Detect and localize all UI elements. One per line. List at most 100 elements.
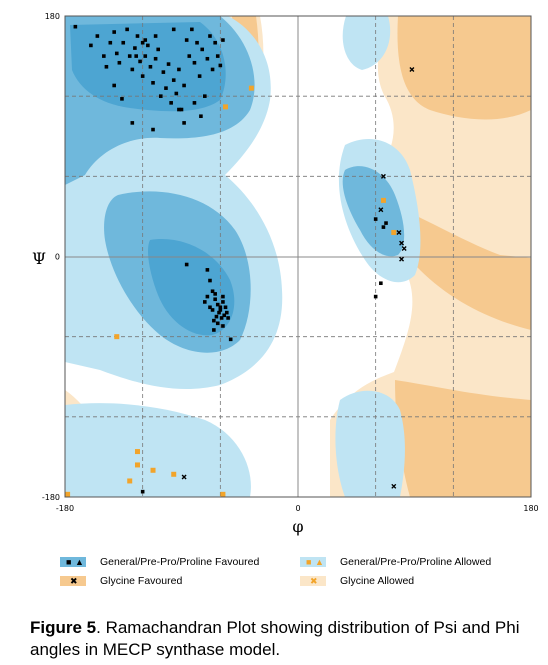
data-points: [65, 24, 415, 497]
data-point-square: [213, 40, 217, 45]
data-point-square: [215, 302, 220, 307]
data-point-square: [114, 334, 120, 340]
data-point-square: [140, 74, 145, 78]
x-tick-label: 0: [295, 504, 300, 513]
data-point-square: [169, 101, 173, 105]
y-axis-label: Ψ: [32, 249, 46, 268]
data-point-square: [223, 305, 228, 310]
legend-item-glycine-allowed: ✖ Glycine Allowed: [300, 575, 414, 587]
data-point-square: [151, 81, 155, 85]
legend-item-general-allowed: ■ ▲ General/Pre-Pro/Proline Allowed: [300, 556, 491, 568]
legend-label: Glycine Allowed: [340, 575, 415, 587]
data-point-square: [221, 300, 225, 304]
data-point-cross: [401, 245, 407, 251]
data-point-square: [89, 43, 93, 48]
data-point-square: [192, 60, 197, 65]
data-point-cross: [391, 483, 397, 489]
data-point-square: [127, 478, 133, 484]
data-point-square: [379, 281, 383, 286]
swatch-glycine-favoured: ✖: [60, 576, 86, 586]
data-point-cross: [380, 173, 386, 179]
data-point-square: [184, 262, 189, 267]
data-point-square: [135, 34, 140, 38]
data-point-square: [218, 63, 223, 68]
data-point-square: [213, 292, 217, 296]
data-point-square: [143, 38, 148, 42]
data-point-square: [161, 70, 166, 74]
data-point-square: [130, 67, 135, 72]
data-point-square: [205, 56, 210, 61]
data-point-square: [121, 40, 126, 45]
data-point-square: [217, 310, 221, 315]
data-point-square: [221, 38, 225, 42]
region-general-allowed: [335, 390, 405, 497]
data-point-square: [134, 449, 140, 455]
data-point-square: [146, 43, 150, 48]
plot-frame: [64, 15, 532, 498]
data-point-square: [203, 300, 207, 304]
data-point-square: [203, 94, 207, 98]
data-point-square: [192, 101, 197, 105]
tick-labels: -180 0 180 180 0 -180: [42, 12, 539, 513]
data-point-square: [215, 321, 220, 326]
data-point-cross: [399, 240, 405, 246]
data-point-square: [177, 67, 181, 72]
figure-caption: Figure 5. Ramachandran Plot showing dist…: [30, 617, 545, 661]
data-point-square: [140, 489, 145, 494]
data-point-square: [117, 60, 122, 65]
data-point-square: [140, 40, 145, 45]
data-point-square: [102, 54, 106, 58]
legend-label: Glycine Favoured: [100, 575, 183, 587]
data-point-square: [182, 121, 186, 125]
data-point-square: [221, 324, 225, 328]
data-point-square: [199, 114, 203, 119]
data-point-square: [208, 278, 212, 283]
data-point-square: [156, 47, 160, 52]
data-point-square: [73, 24, 78, 29]
data-point-square: [187, 54, 192, 58]
data-point-square: [190, 27, 194, 32]
x-tick-label: 180: [523, 504, 538, 513]
data-point-square: [205, 294, 210, 299]
legend-item-glycine-favoured: ✖ Glycine Favoured: [60, 575, 182, 587]
data-point-square: [153, 34, 158, 38]
data-point-square: [177, 107, 181, 112]
data-point-square: [381, 225, 386, 229]
data-point-square: [195, 40, 199, 45]
legend-label: General/Pre-Pro/Proline Favoured: [100, 556, 260, 568]
data-point-square: [223, 104, 229, 110]
caption-text: . Ramachandran Plot showing distribution…: [30, 618, 520, 659]
data-point-square: [150, 467, 156, 473]
data-point-square: [164, 86, 168, 90]
y-tick-label: 180: [45, 12, 60, 21]
data-point-cross: [396, 229, 402, 235]
x-tick-label: -180: [56, 504, 74, 513]
swatch-glycine-allowed: ✖: [300, 576, 326, 586]
region-general-allowed: [342, 16, 391, 70]
data-point-square: [112, 30, 116, 34]
data-point-cross: [181, 474, 187, 480]
data-point-square: [212, 328, 216, 332]
legend: ■ ▲ General/Pre-Pro/Proline Favoured ■ ▲ G…: [60, 548, 540, 588]
data-point-square: [138, 59, 142, 64]
data-point-square: [114, 51, 119, 56]
data-point-square: [104, 64, 109, 69]
swatch-general-favoured: ■ ▲: [60, 557, 86, 567]
data-point-square: [151, 127, 155, 132]
data-point-square: [208, 34, 212, 38]
data-point-square: [220, 491, 226, 497]
data-point-square: [228, 337, 233, 342]
data-point-square: [174, 91, 179, 96]
region-general-allowed: [65, 403, 251, 497]
x-axis-label: φ: [292, 517, 303, 536]
data-point-square: [380, 197, 386, 203]
data-point-square: [215, 54, 220, 58]
data-point-square: [134, 462, 140, 468]
data-point-square: [222, 313, 227, 318]
data-point-square: [210, 289, 215, 294]
ramachandran-plot: -180 0 180 180 0 -180 Ψ φ: [32, 12, 539, 536]
data-point-square: [218, 305, 223, 310]
data-point-cross: [399, 256, 405, 262]
data-point-square: [184, 38, 189, 42]
data-point-square: [112, 83, 116, 88]
